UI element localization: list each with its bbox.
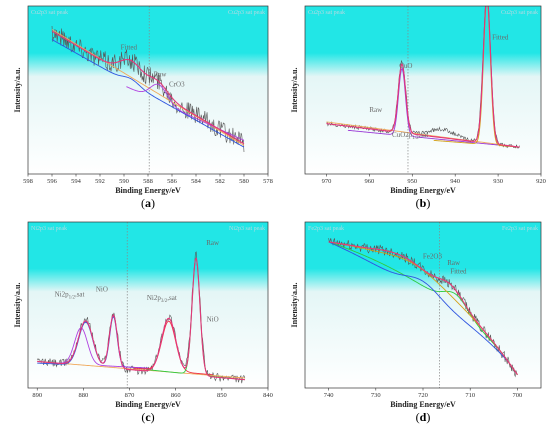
corner-label-left: Cu2p3 sat peak <box>31 10 68 16</box>
plot-area <box>28 222 268 388</box>
x-tick-label: 596 <box>47 178 58 185</box>
series-component-3 <box>126 83 245 141</box>
x-axis-label: Binding Energy/eV <box>115 186 181 195</box>
annotation: CrO3 <box>169 81 185 89</box>
chart-c: Ni2p3 sat peak Ni2p3 sat peak 890 880 870 860… <box>13 221 273 424</box>
x-tick-label: 840 <box>263 392 273 399</box>
annotation: Raw <box>154 71 168 79</box>
series-fit-6 <box>37 257 245 381</box>
series-fit-4 <box>51 30 245 145</box>
y-axis-label: Intensity/a.u. <box>290 283 299 328</box>
panel-label: (c) <box>141 410 154 424</box>
chart-a: Cu2p3 sat peak Cu2p3 sat peak 598 596 594 592… <box>13 5 273 210</box>
series-background-1 <box>326 121 520 148</box>
x-tick-label: 930 <box>493 178 503 185</box>
corner-label-right: Cu2p3 sat peak <box>228 10 265 16</box>
series-background-1 <box>37 360 245 379</box>
x-tick-label: 578 <box>263 178 273 185</box>
series-component-3 <box>328 241 518 375</box>
x-tick-label: 598 <box>23 178 33 185</box>
x-tick-label: 860 <box>171 392 181 399</box>
annotation: Ni2p1/2,sat <box>55 291 85 301</box>
annotation: CuO <box>399 62 412 70</box>
corner-label-left: Ni2p3 sat peak <box>31 226 67 232</box>
annotation: CuO2p1/2,sat <box>392 131 428 141</box>
x-tick-label: 890 <box>32 392 42 399</box>
x-tick-label: 920 <box>536 178 546 185</box>
corner-label-left: Cu2p3 sat peak <box>308 10 345 16</box>
x-tick-label: 940 <box>450 178 460 185</box>
annotation: Raw <box>369 106 383 114</box>
x-tick-label: 588 <box>143 178 153 185</box>
panel-c: Ni2p3 sat peak Ni2p3 sat peak 890 880 870 860… <box>0 215 275 430</box>
x-tick-label: 584 <box>191 178 202 185</box>
x-tick-label: 586 <box>167 178 178 185</box>
x-tick-label: 850 <box>217 392 227 399</box>
series-raw-0 <box>328 238 518 378</box>
x-axis-label: Binding Energy/eV <box>115 400 181 409</box>
x-tick-label: 700 <box>513 392 523 399</box>
y-axis-label: Intensity/a.u. <box>13 283 22 328</box>
series-fit-4 <box>326 6 520 148</box>
x-tick-label: 582 <box>215 178 225 185</box>
x-tick-label: 580 <box>239 178 249 185</box>
corner-label-left: Fe2p3 sat peak <box>308 226 344 232</box>
corner-label-right: Ni2p3 sat peak <box>229 226 265 232</box>
series-raw-0 <box>326 6 520 149</box>
annotation: Raw <box>206 239 220 247</box>
annotation: Fe2O3 <box>423 253 443 261</box>
panel-label: (a) <box>141 196 155 210</box>
x-axis-label: Binding Energy/eV <box>390 400 456 409</box>
plot-area <box>305 6 541 174</box>
panel-d: Fe2p3 sat peak Fe2p3 sat peak 740 730 720 710… <box>275 215 550 430</box>
x-tick-label: 880 <box>79 392 89 399</box>
annotation: Raw <box>447 259 461 267</box>
corner-label-right: Cu2p3 sat peak <box>501 10 538 16</box>
x-tick-label: 590 <box>119 178 129 185</box>
chart-b: Cu2p3 sat peak Cu2p3 sat peak 970 960 950 940… <box>290 5 546 210</box>
series-fit-5 <box>328 241 518 376</box>
x-tick-label: 592 <box>95 178 105 185</box>
panel-label: (b) <box>416 196 431 210</box>
series-component-2 <box>347 67 520 148</box>
annotation: Fitted <box>450 267 467 275</box>
plot-area <box>28 6 268 174</box>
annotation: Ni2p3/2,sat <box>147 294 177 304</box>
panel-b: Cu2p3 sat peak Cu2p3 sat peak 970 960 950 940… <box>275 0 550 215</box>
panel-label: (d) <box>416 410 431 424</box>
panel-a: Cu2p3 sat peak Cu2p3 sat peak 598 596 594 592… <box>0 0 275 215</box>
series-raw-0 <box>51 26 245 153</box>
x-tick-label: 970 <box>322 178 332 185</box>
annotation: Fitted <box>121 44 138 52</box>
annotation: Fitted <box>492 34 509 42</box>
series-component-4 <box>134 320 213 376</box>
annotation: NiO <box>207 316 219 324</box>
plot-frame <box>304 5 542 175</box>
series-component-2 <box>51 39 245 148</box>
x-tick-label: 950 <box>407 178 417 185</box>
series-component-3 <box>433 6 520 148</box>
x-axis-label: Binding Energy/eV <box>390 186 456 195</box>
x-tick-label: 870 <box>125 392 135 399</box>
x-tick-label: 740 <box>324 392 334 399</box>
annotation: NiO <box>96 286 108 294</box>
x-tick-label: 960 <box>364 178 374 185</box>
corner-label-right: Fe2p3 sat peak <box>502 226 538 232</box>
plot-frame <box>27 221 269 389</box>
x-tick-label: 710 <box>465 392 475 399</box>
y-axis-label: Intensity/a.u. <box>290 68 299 113</box>
y-axis-label: Intensity/a.u. <box>13 68 22 113</box>
chart-d: Fe2p3 sat peak Fe2p3 sat peak 740 730 720 710… <box>290 221 542 424</box>
x-tick-label: 594 <box>71 178 82 185</box>
series-component-2 <box>328 241 518 375</box>
series-component-3 <box>55 327 149 369</box>
x-tick-label: 720 <box>418 392 428 399</box>
x-tick-label: 730 <box>371 392 381 399</box>
